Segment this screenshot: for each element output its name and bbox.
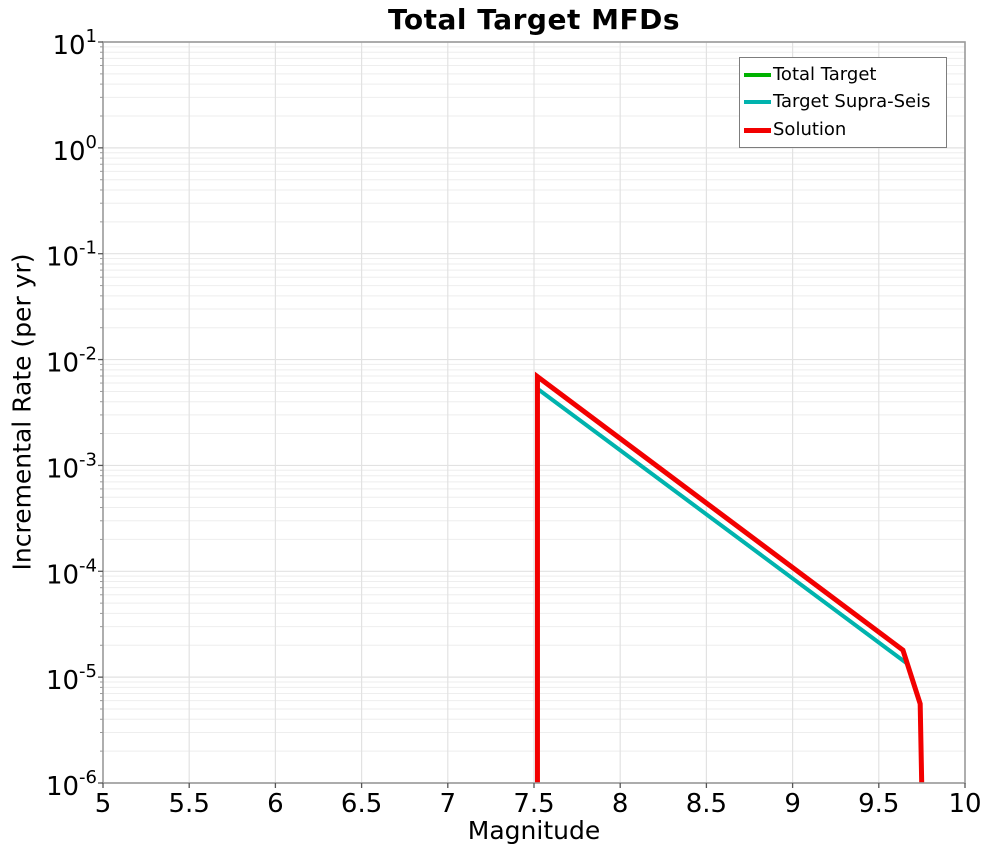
x-tick-label: 6.5 [341,789,382,819]
y-tick-label: 101 [52,26,97,61]
y-tick-label: 10-4 [46,555,97,590]
x-tick-label: 5 [95,789,112,819]
x-tick-label: 9.5 [858,789,899,819]
x-tick-label: 7.5 [513,789,554,819]
series-line-solution [534,371,925,783]
x-tick-label: 8 [612,789,629,819]
legend-entry-total-target: Total Target [744,63,942,85]
x-axis-label: Magnitude [467,816,601,845]
x-tick-label: 5.5 [169,789,210,819]
legend-entry-target-supra-seis: Target Supra-Seis [744,93,942,111]
x-tick-label: 10 [948,789,981,819]
chart-title: Total Target MFDs [388,3,680,36]
legend-label-total-target: Total Target [773,63,877,85]
y-tick-label: 10-1 [46,238,97,273]
series-line-target-supra-seis [536,387,908,665]
y-tick-label: 10-5 [46,661,97,696]
y-tick-label: 10-3 [46,449,97,484]
axis-ticks: 5 5.5 6 6.5 7 7.5 8 8.5 9 9.5 10 101 100 10-1 10-2 10-3… [46,26,982,819]
legend-line-solution-icon [744,127,771,133]
y-tick-label: 10-2 [46,344,97,379]
x-tick-label: 8.5 [686,789,727,819]
y-axis-label: Incremental Rate (per yr) [7,253,37,571]
legend-label-target-supra-seis: Target Supra-Seis [773,91,931,113]
series-group [534,371,925,783]
y-tick-label: 100 [52,132,97,167]
x-tick-label: 9 [784,789,801,819]
x-tick-label: 6 [267,789,284,819]
legend-line-target-supra-seis-icon [744,100,771,105]
legend-entry-solution: Solution [744,121,942,139]
legend: Total Target Target Supra-Seis Solution [739,57,947,148]
legend-label-solution: Solution [773,119,847,141]
y-tick-label: 10-6 [46,767,97,802]
legend-line-total-target-icon [744,73,771,77]
gridlines [103,41,965,784]
x-tick-label: 7 [440,789,457,819]
